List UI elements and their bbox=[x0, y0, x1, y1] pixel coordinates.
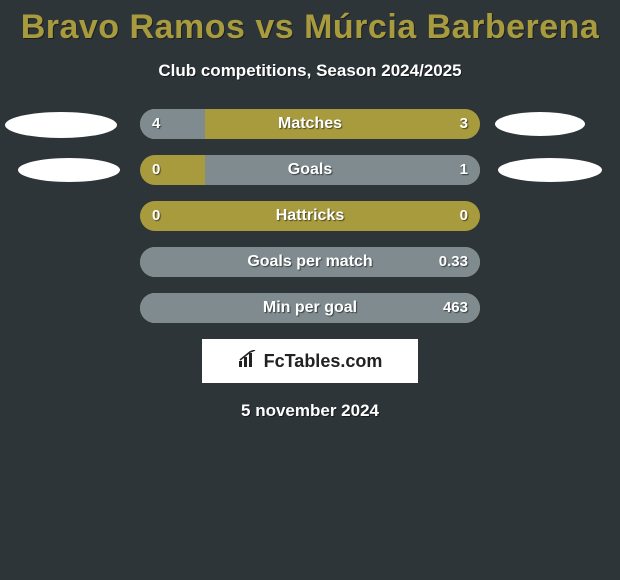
metric-label: Goals bbox=[140, 155, 480, 185]
player-ellipse-left bbox=[18, 158, 120, 182]
bar-track: 463Min per goal bbox=[140, 293, 480, 323]
stat-row: 0.33Goals per match bbox=[0, 247, 620, 279]
bar-track: 43Matches bbox=[140, 109, 480, 139]
page-title: Bravo Ramos vs Múrcia Barberena bbox=[0, 0, 620, 47]
stats-container: 43Matches 01Goals 00Hattricks 0.33Goals per… bbox=[0, 109, 620, 325]
brand-box: FcTables.com bbox=[202, 339, 418, 383]
player-ellipse-right bbox=[495, 112, 585, 136]
metric-label: Goals per match bbox=[140, 247, 480, 277]
metric-label: Hattricks bbox=[140, 201, 480, 231]
bar-track: 0.33Goals per match bbox=[140, 247, 480, 277]
player-ellipse-right bbox=[498, 158, 602, 182]
stat-row: 463Min per goal bbox=[0, 293, 620, 325]
player-ellipse-left bbox=[5, 112, 117, 138]
stat-row: 00Hattricks bbox=[0, 201, 620, 233]
brand-label: FcTables.com bbox=[264, 351, 383, 372]
metric-label: Matches bbox=[140, 109, 480, 139]
bar-track: 00Hattricks bbox=[140, 201, 480, 231]
chart-icon bbox=[238, 350, 260, 373]
date-label: 5 november 2024 bbox=[0, 401, 620, 421]
subtitle: Club competitions, Season 2024/2025 bbox=[0, 61, 620, 81]
stat-row: 43Matches bbox=[0, 109, 620, 141]
metric-label: Min per goal bbox=[140, 293, 480, 323]
stat-row: 01Goals bbox=[0, 155, 620, 187]
bar-track: 01Goals bbox=[140, 155, 480, 185]
